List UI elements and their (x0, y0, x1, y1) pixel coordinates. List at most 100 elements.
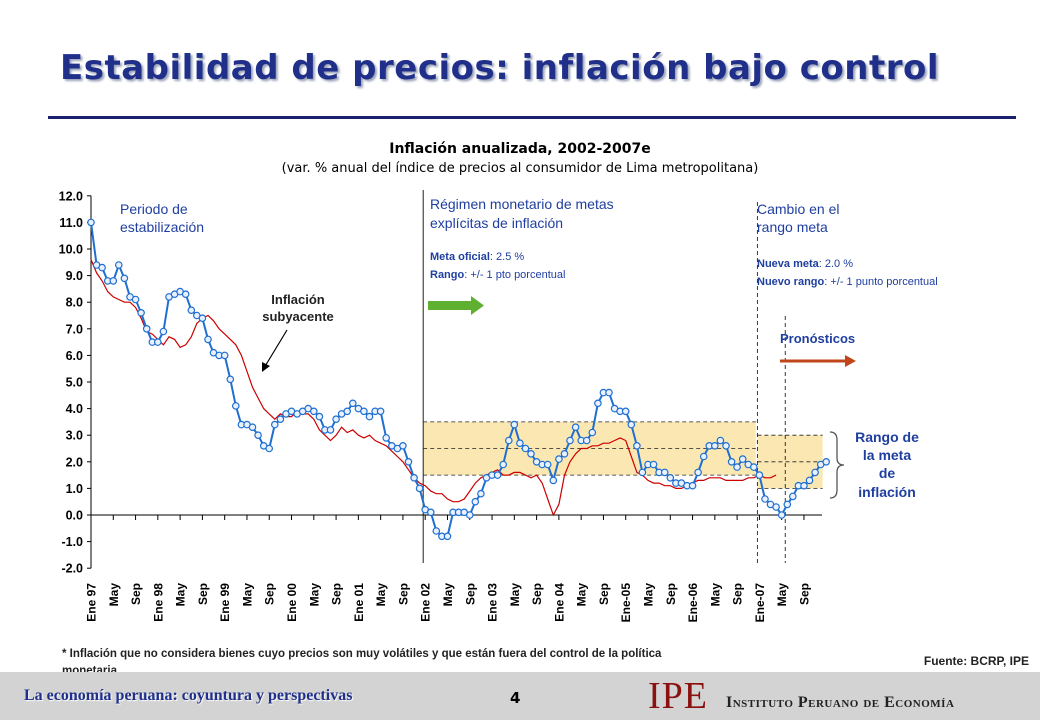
annot-subyacente-1: Inflación (271, 292, 325, 307)
annot-periodo-2: estabilización (120, 219, 204, 235)
headline-point-18 (187, 306, 196, 315)
x-tick-label-15: Ene 02 (419, 583, 433, 622)
y-tick-label-1: 11.0 (59, 216, 83, 230)
annot-pronosticos: Pronósticos (780, 331, 855, 346)
headline-point-103 (660, 468, 669, 477)
meta-oficial-label: Meta oficial (430, 251, 490, 263)
headline-point-4 (109, 277, 118, 285)
headline-point-6 (120, 274, 129, 283)
headline-inflation-series (87, 218, 831, 541)
headline-point-52 (376, 407, 385, 416)
headline-point-85 (560, 449, 569, 458)
x-tick-label-13: May (374, 583, 388, 607)
headline-point-97 (627, 420, 636, 429)
headline-point-26 (232, 402, 240, 410)
x-tick-label-7: May (240, 583, 254, 607)
headline-point-91 (594, 399, 602, 408)
pronosticos-arrow (780, 355, 856, 367)
headline-point-99 (638, 468, 647, 477)
headline-point-62 (432, 527, 441, 535)
headline-point-64 (443, 532, 452, 541)
headline-point-17 (181, 290, 190, 299)
annot-nueva-meta: Nueva meta: 2.0 % (757, 258, 853, 270)
x-tick-label-18: Ene 03 (486, 583, 500, 622)
x-tick-label-11: Sep (330, 583, 344, 605)
headline-point-59 (415, 484, 424, 493)
rango-value: : +/- 1 pto porcentual (464, 269, 565, 281)
x-tick-label-14: Sep (396, 583, 410, 605)
nuevo-rango-value: : +/- 1 punto porcentual (824, 276, 937, 288)
headline-point-120 (755, 471, 764, 479)
headline-point-70 (477, 489, 485, 498)
slide-title: Estabilidad de precios: inflación bajo c… (60, 48, 939, 88)
headline-point-90 (588, 428, 597, 437)
headline-point-2 (98, 263, 106, 272)
y-tick-label-4: 8.0 (66, 296, 83, 310)
x-tick-label-9: Ene 00 (285, 583, 299, 622)
chart-subtitle: (var. % anual del índice de precios al c… (281, 161, 759, 176)
annot-cambio-1: Cambio en el (757, 201, 840, 217)
x-tick-label-24: Ene-05 (619, 583, 633, 623)
headline-point-83 (549, 476, 558, 485)
annot-subyacente-2: subyacente (262, 309, 334, 324)
x-tick-label-28: May (708, 583, 722, 607)
headline-point-33 (270, 420, 279, 429)
headline-point-40 (309, 407, 318, 416)
x-tick-label-2: Sep (129, 583, 143, 605)
annot-rango-meta-4: inflación (858, 484, 916, 500)
headline-point-77 (516, 439, 524, 448)
y-tick-label-8: 4.0 (66, 402, 83, 416)
x-tick-label-29: Sep (731, 583, 745, 605)
annot-rango: Rango: +/- 1 pto porcentual (430, 269, 565, 281)
headline-point-132 (822, 457, 831, 466)
headline-point-41 (315, 412, 324, 421)
headline-point-43 (326, 426, 335, 434)
subyacente-pointer-head (262, 362, 270, 372)
headline-point-113 (716, 436, 725, 445)
headline-point-89 (582, 436, 591, 445)
footer-bar (0, 672, 1040, 720)
x-tick-label-20: Sep (530, 583, 544, 605)
headline-point-49 (360, 407, 368, 416)
headline-point-121 (761, 495, 769, 503)
page-number: 4 (510, 689, 521, 707)
x-tick-label-32: Sep (797, 583, 811, 605)
headline-point-104 (666, 473, 675, 482)
x-tick-label-16: May (441, 583, 455, 607)
headline-point-125 (783, 500, 792, 509)
nueva-meta-label: Nueva meta (757, 258, 820, 270)
title-rule (48, 116, 1016, 119)
headline-point-74 (499, 460, 508, 469)
headline-point-76 (510, 420, 519, 429)
headline-point-84 (555, 455, 563, 463)
x-tick-label-22: May (575, 583, 589, 607)
x-tick-label-26: Sep (664, 583, 678, 605)
headline-point-78 (521, 444, 530, 453)
x-tick-label-27: Ene-06 (686, 583, 700, 623)
headline-point-86 (566, 436, 574, 445)
annot-rango-meta-2: la meta (863, 447, 911, 463)
headline-point-93 (605, 388, 613, 397)
x-tick-label-0: Ene 97 (85, 583, 99, 622)
headline-point-57 (404, 457, 413, 466)
headline-point-25 (226, 375, 235, 384)
y-tick-label-9: 3.0 (66, 429, 83, 443)
headline-point-124 (777, 511, 786, 519)
headline-point-98 (633, 441, 641, 450)
annot-rango-meta-3: de (879, 465, 896, 481)
headline-point-112 (710, 441, 719, 450)
nueva-meta-value: : 2.0 % (819, 258, 853, 270)
headline-point-53 (382, 434, 391, 442)
y-tick-label-12: 0.0 (66, 509, 83, 523)
nuevo-rango-label: Nuevo rango (757, 276, 825, 288)
headline-point-108 (688, 481, 697, 490)
headline-point-68 (465, 511, 474, 519)
x-tick-label-12: Ene 01 (352, 583, 366, 622)
y-tick-label-13: -1.0 (61, 535, 83, 549)
regime-arrow (428, 296, 484, 315)
headline-point-47 (348, 399, 357, 408)
annot-rango-meta-1: Rango de (855, 429, 919, 445)
headline-point-110 (699, 452, 708, 461)
headline-point-9 (137, 308, 145, 317)
y-tick-label-2: 10.0 (59, 243, 83, 257)
